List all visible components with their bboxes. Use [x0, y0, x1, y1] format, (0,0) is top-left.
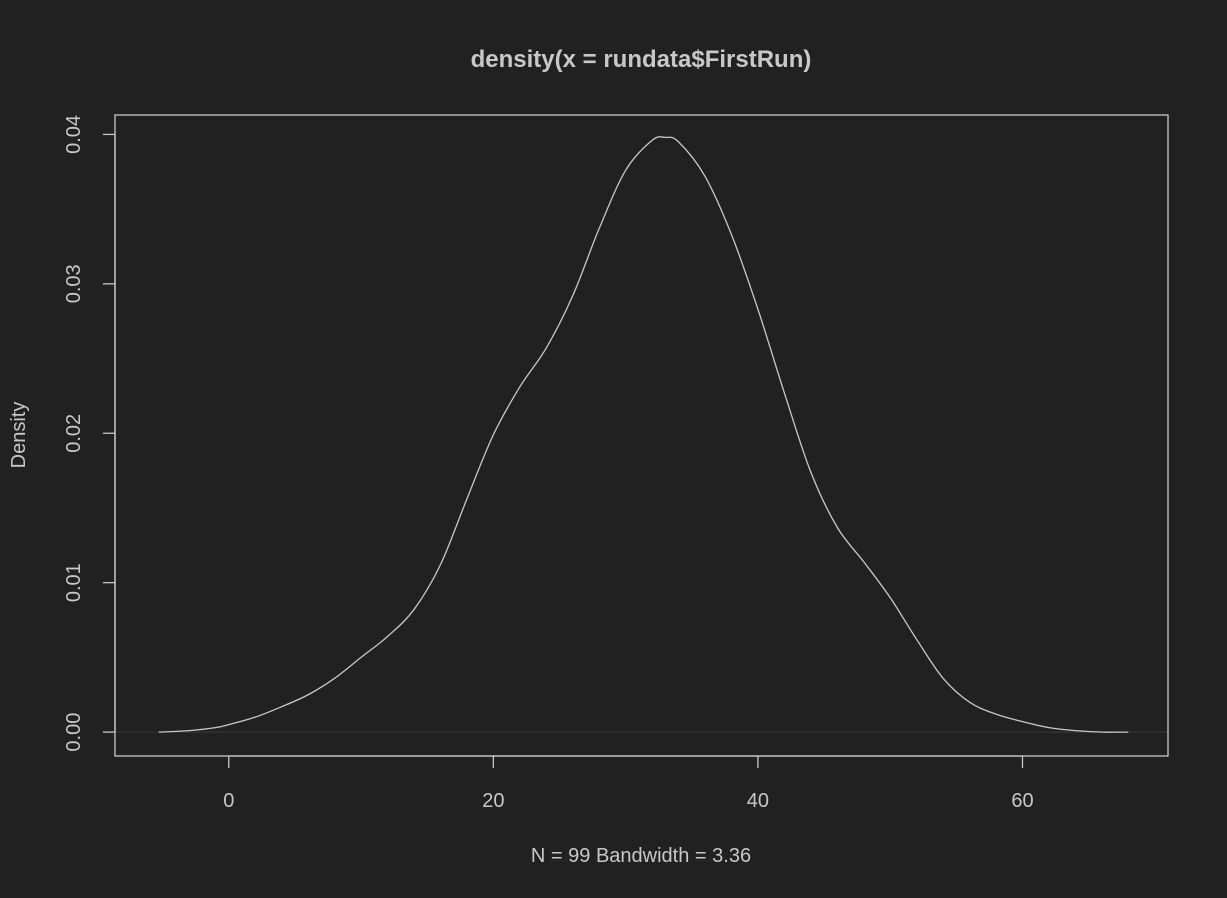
x-tick-label: 60 — [1011, 790, 1033, 812]
x-tick-label: 20 — [482, 790, 504, 812]
y-tick-label: 0.04 — [63, 115, 85, 154]
chart-title: density(x = rundata$FirstRun) — [471, 46, 812, 73]
y-axis-label: Density — [8, 402, 30, 469]
y-tick-label: 0.02 — [63, 414, 85, 453]
x-tick-label: 0 — [223, 790, 234, 812]
y-tick-label: 0.01 — [63, 563, 85, 602]
x-tick-label: 40 — [747, 790, 769, 812]
x-axis: 0 20 40 60 — [223, 755, 1034, 812]
y-axis: 0.00 0.01 0.02 0.03 0.04 — [63, 115, 116, 752]
y-tick-label: 0.03 — [63, 264, 85, 303]
density-curve — [158, 136, 1129, 733]
y-tick-label: 0.00 — [63, 713, 85, 752]
x-axis-label: N = 99 Bandwidth = 3.36 — [531, 845, 751, 867]
